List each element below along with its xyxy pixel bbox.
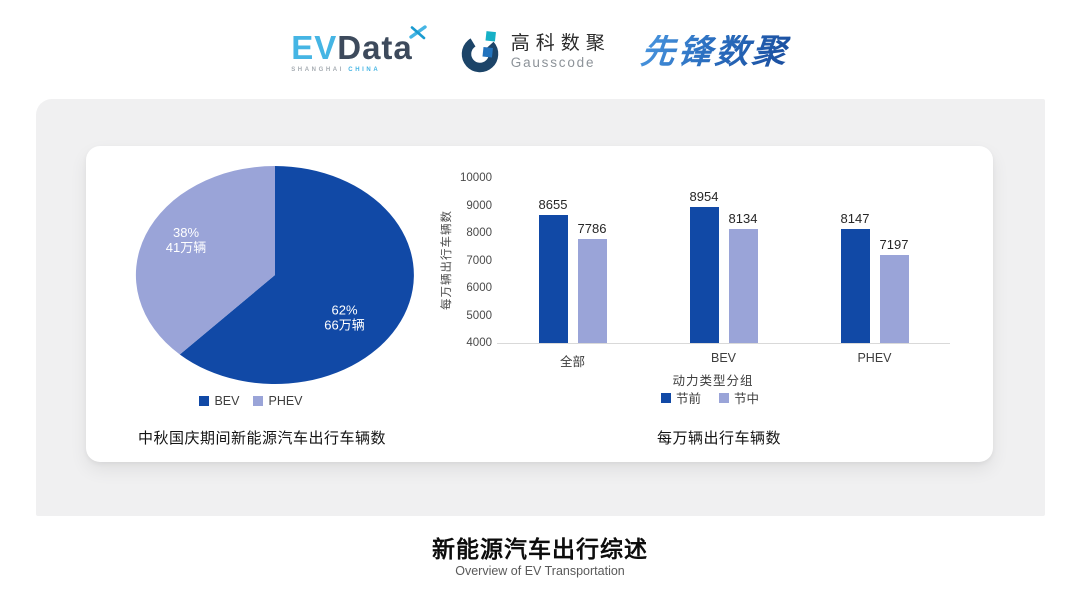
pie-slice-label-phev: 38% 41万辆 [166,225,206,255]
evdata-wordmark: EVData [291,31,413,64]
bar-value-label: 7786 [577,220,607,236]
y-axis-tick-label: 8000 [466,227,492,239]
bar-chart-title: 每万辆出行车辆数 [656,430,781,447]
legend-label: 节前 [675,392,701,406]
pie-chart-title: 中秋国庆期间新能源汽车出行车辆数 [138,430,387,447]
bar-PHEV-节前 [840,228,870,343]
charts-card: 62% 66万辆 38% 41万辆 BEV PHEV 中秋国庆期间新能源汽车出行车辆数 … [86,146,993,462]
gausscode-name-en: Gausscode [510,54,596,70]
bar-BEV-节中 [728,229,758,343]
evdata-data-text: Data [337,29,413,66]
evdata-x-mark-icon [409,25,427,40]
page-subtitle: Overview of EV Transportation [455,564,625,578]
y-axis-tick-label: 10000 [460,172,492,184]
legend-swatch-icon [719,392,729,403]
gausscode-logo: 高科数聚 Gausscode [459,30,611,74]
bar-chart-x-axis-line [497,343,950,344]
legend-label: BEV [214,394,240,408]
bar-PHEV-节中 [879,255,909,343]
bar-全部-节前 [538,214,568,343]
bar-value-label: 8954 [689,188,719,204]
evdata-subtext: SHANGHAI CHINA [291,67,381,73]
logo-strip: EVData SHANGHAI CHINA 高科数聚 Gausscode 先锋数… [0,22,1080,82]
bar-legend-item-节前: 节前 [660,388,701,407]
gausscode-name-cn: 高科数聚 [510,32,611,54]
legend-label: 节中 [734,392,760,406]
y-axis-tick-label: 7000 [466,254,492,267]
evdata-logo: EVData SHANGHAI CHINA [291,25,429,73]
legend-swatch-icon [253,396,264,406]
legend-swatch-icon [199,396,210,406]
gausscode-g-icon [461,31,499,73]
x-axis-tick-label: 全部 [559,355,585,369]
bar-BEV-节前 [689,206,719,343]
bar-value-label: 8134 [728,211,758,227]
pie-slice-label-bev: 62% 66万辆 [324,303,364,333]
pie-legend: BEV PHEV [146,394,356,408]
page-title: 新能源汽车出行综述 [432,536,648,562]
y-axis-tick-label: 6000 [466,282,492,294]
bar-chart-x-axis-title: 动力类型分组 [672,374,754,388]
bar-chart-legend: 节前 节中 [610,388,810,407]
content-panel: 62% 66万辆 38% 41万辆 BEV PHEV 中秋国庆期间新能源汽车出行车辆数 … [36,99,1045,516]
xianfeng-logo: 先锋数聚 [638,33,791,71]
pie-chart: 62% 66万辆 38% 41万辆 [135,165,414,384]
x-axis-tick-label: PHEV [857,351,892,365]
bar-value-label: 7197 [879,237,909,253]
evdata-ev-text: EV [291,29,338,66]
y-axis-tick-label: 9000 [466,199,492,212]
bar-legend-item-节中: 节中 [719,388,759,407]
y-axis-tick-label: 5000 [466,309,492,322]
pie-slice-phev [135,165,275,355]
bar-value-label: 8655 [538,196,568,212]
legend-label: PHEV [268,394,303,408]
y-axis-tick-label: 4000 [466,337,492,349]
x-axis-tick-label: BEV [710,351,736,365]
pie-legend-item-bev: BEV [199,394,239,408]
bar-全部-节中 [577,238,607,343]
legend-swatch-icon [660,392,671,403]
pie-legend-item-phev: PHEV [253,394,303,408]
gausscode-text: 高科数聚 Gausscode [510,32,611,71]
bar-chart: 每万辆出行车辆数 动力类型分组 节前 节中 4000 5000 6000 7000 800… [86,146,993,462]
bar-value-label: 8147 [840,210,870,226]
pie-slice-bev [179,166,414,384]
